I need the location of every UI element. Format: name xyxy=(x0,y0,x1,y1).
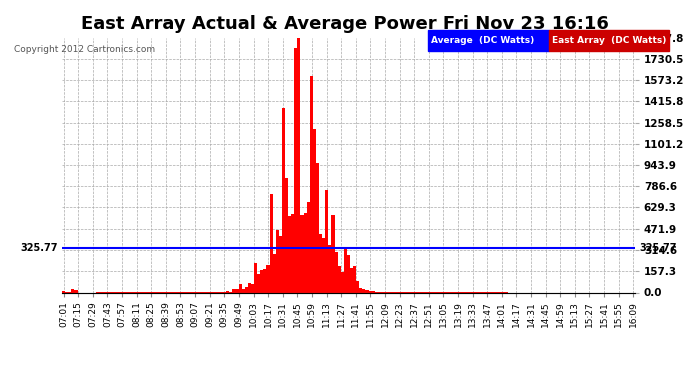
Bar xyxy=(306,202,310,292)
Bar xyxy=(248,284,251,292)
Bar xyxy=(344,249,347,292)
Bar xyxy=(282,108,285,292)
Bar xyxy=(233,289,235,292)
Bar xyxy=(368,291,372,292)
Text: East Array  (DC Watts): East Array (DC Watts) xyxy=(552,36,667,45)
Bar xyxy=(239,284,241,292)
Bar xyxy=(313,129,316,292)
Bar xyxy=(325,190,328,292)
Bar xyxy=(331,215,335,292)
Bar xyxy=(245,287,248,292)
Bar xyxy=(347,255,350,292)
Bar xyxy=(362,289,366,292)
Bar xyxy=(297,38,300,292)
Bar xyxy=(264,268,266,292)
Text: 325.77: 325.77 xyxy=(21,243,58,254)
Bar xyxy=(285,178,288,292)
Bar xyxy=(322,238,325,292)
Bar xyxy=(254,263,257,292)
Bar xyxy=(319,234,322,292)
Bar xyxy=(356,281,359,292)
Bar xyxy=(62,291,65,292)
Bar xyxy=(366,290,368,292)
Bar xyxy=(328,245,331,292)
Text: East Array Actual & Average Power Fri Nov 23 16:16: East Array Actual & Average Power Fri No… xyxy=(81,15,609,33)
Bar xyxy=(241,289,245,292)
Bar xyxy=(276,230,279,292)
Bar xyxy=(304,213,306,292)
Bar xyxy=(273,255,276,292)
Bar xyxy=(372,291,375,292)
Bar xyxy=(235,289,239,292)
Bar xyxy=(316,163,319,292)
Bar xyxy=(279,236,282,292)
Bar xyxy=(75,290,77,292)
Bar xyxy=(341,272,344,292)
Bar xyxy=(310,76,313,292)
Bar xyxy=(229,291,233,292)
Bar xyxy=(288,216,291,292)
Text: Copyright 2012 Cartronics.com: Copyright 2012 Cartronics.com xyxy=(14,45,155,54)
Bar xyxy=(335,252,337,292)
Bar xyxy=(350,268,353,292)
Bar xyxy=(353,266,356,292)
Bar xyxy=(337,266,341,292)
Bar xyxy=(226,291,229,292)
Bar xyxy=(251,284,254,292)
Bar xyxy=(260,270,264,292)
Bar xyxy=(291,214,294,292)
Text: 325.77: 325.77 xyxy=(639,243,676,254)
Bar xyxy=(270,194,273,292)
Bar xyxy=(266,265,270,292)
Text: Average  (DC Watts): Average (DC Watts) xyxy=(431,36,535,45)
Bar xyxy=(294,48,297,292)
Bar xyxy=(300,216,304,292)
Bar xyxy=(359,288,362,292)
Bar xyxy=(71,290,75,292)
Bar xyxy=(257,274,260,292)
